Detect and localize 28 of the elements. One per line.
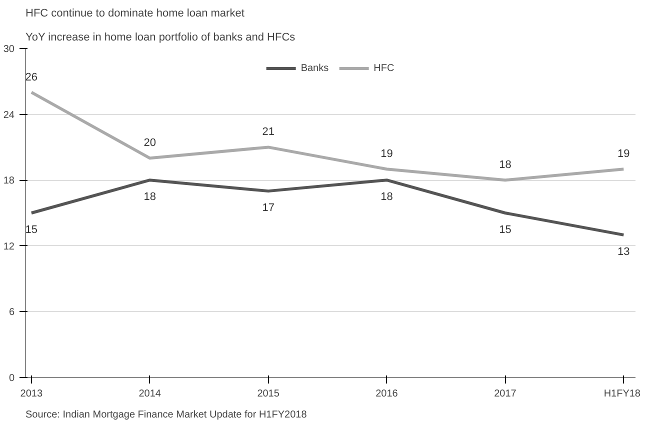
- data-label: 19: [618, 148, 630, 160]
- y-tick-label: 6: [8, 307, 15, 318]
- data-label: 15: [25, 224, 38, 236]
- data-label: 18: [499, 159, 512, 172]
- y-tick-label: 12: [3, 241, 15, 252]
- source-note: Source: Indian Mortgage Finance Market Update for H1FY2018: [26, 410, 308, 420]
- y-tick-label: 24: [3, 110, 15, 121]
- data-label: 17: [262, 202, 274, 214]
- data-label: 19: [380, 148, 393, 160]
- x-tick-label: 2017: [494, 388, 517, 400]
- x-tick-label: 2013: [20, 388, 43, 400]
- x-tick-label: H1FY18: [604, 388, 641, 400]
- chart-title: HFC continue to dominate home loan market: [26, 8, 244, 20]
- legend-label: Banks: [300, 62, 329, 74]
- x-tick-label: 2016: [376, 388, 398, 400]
- x-tick-label: 2015: [257, 388, 280, 400]
- data-label: 21: [262, 126, 274, 138]
- x-tick-label: 2014: [138, 388, 162, 400]
- data-label: 18: [380, 191, 393, 204]
- legend-label: HFC: [374, 62, 394, 74]
- data-label: 15: [499, 224, 512, 236]
- data-label: 18: [144, 191, 156, 204]
- data-label: 20: [144, 137, 156, 150]
- chart-subtitle: YoY increase in home loan portfolio of banks and HFCs: [26, 32, 296, 44]
- data-label: 13: [618, 246, 630, 258]
- y-tick-label: 18: [3, 176, 15, 187]
- y-tick-label: 30: [3, 44, 15, 55]
- y-tick-label: 0: [8, 373, 15, 384]
